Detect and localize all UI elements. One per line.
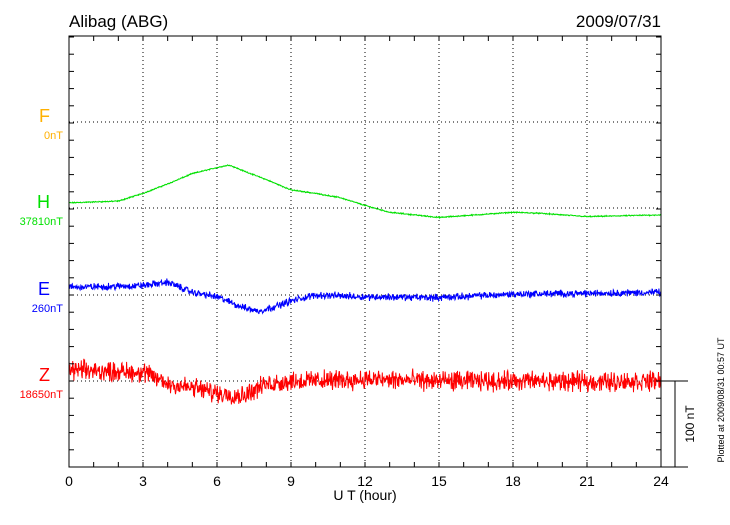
series-labels: 0 3 6 9 12 15 18 21 24 F 0nT H 37810nT E 260nT Z 18650nT	[20, 106, 669, 489]
series-baseline-E: 260nT	[32, 303, 63, 315]
scale-bar: 100 nT	[661, 380, 697, 468]
x-tick-label: 0	[65, 473, 73, 489]
x-tick-label: 12	[357, 473, 373, 489]
series-name-F: F	[39, 106, 50, 126]
x-tick-label: 3	[139, 473, 147, 489]
series-line-E	[68, 278, 662, 315]
x-tick-label: 24	[653, 473, 669, 489]
series-group	[68, 164, 662, 405]
x-tick-label: 9	[287, 473, 295, 489]
x-tick-label: 15	[431, 473, 447, 489]
scale-bar-label: 100 nT	[683, 405, 697, 443]
series-name-E: E	[38, 279, 50, 299]
series-line-Z	[68, 358, 662, 405]
series-name-H: H	[37, 192, 50, 212]
series-baseline-Z: 18650nT	[20, 389, 64, 401]
x-tick-label: 18	[505, 473, 521, 489]
x-axis-label: U T (hour)	[333, 487, 396, 503]
x-tick-label: 6	[213, 473, 221, 489]
series-line-H	[68, 164, 662, 220]
series-baseline-H: 37810nT	[20, 216, 64, 228]
series-name-Z: Z	[39, 365, 50, 385]
plotted-at-footer: Plotted at 2009/08/31 00:57 UT	[716, 337, 726, 463]
ticks	[69, 36, 661, 468]
grid	[69, 36, 661, 467]
series-baseline-F: 0nT	[44, 130, 63, 142]
chart-title: Alibag (ABG)	[69, 12, 168, 31]
x-tick-label: 21	[579, 473, 595, 489]
chart-date: 2009/07/31	[576, 12, 661, 31]
